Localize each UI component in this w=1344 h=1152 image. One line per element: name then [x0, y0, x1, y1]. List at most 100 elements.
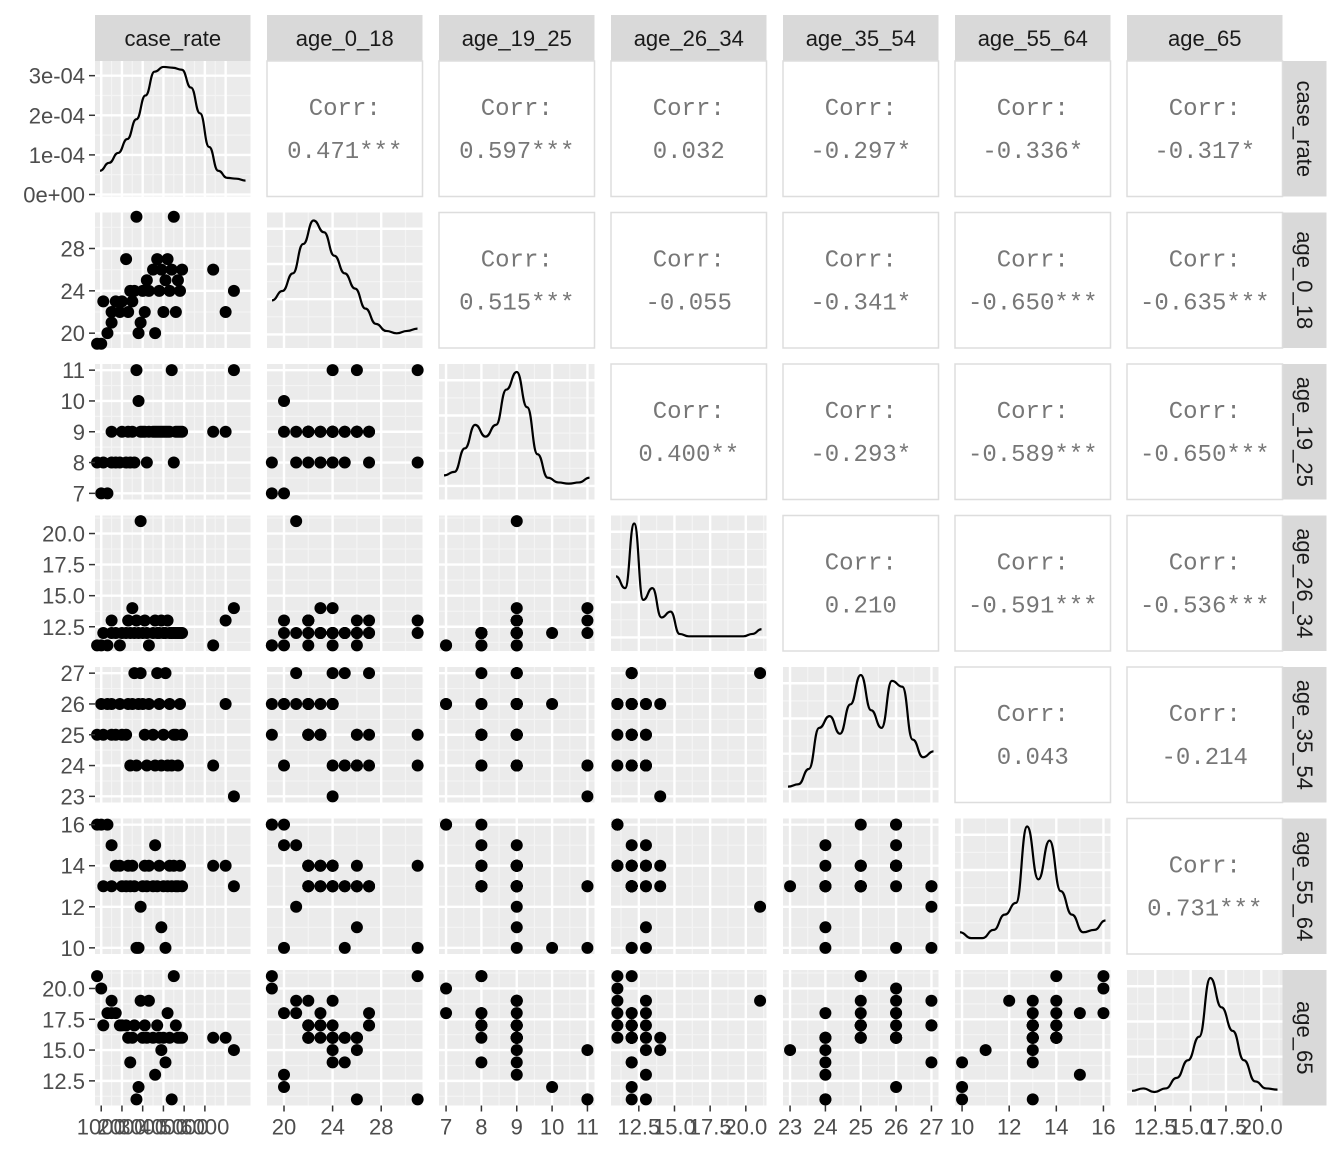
scatter-point [475, 626, 488, 639]
scatter-point [475, 880, 488, 893]
density-curve [959, 825, 1106, 940]
correlation-panel [1126, 514, 1284, 652]
scatter-point [510, 728, 523, 741]
scatter-point [411, 1093, 424, 1106]
scatter-point [1026, 994, 1039, 1007]
scatter-point [97, 1019, 110, 1032]
scatter-point [265, 982, 278, 995]
row-strip-age_55_64 [1282, 818, 1327, 954]
x-tick-label: 28 [369, 1115, 393, 1140]
scatter-point [105, 316, 118, 329]
scatter-point [639, 994, 652, 1007]
scatter-point [363, 1007, 376, 1020]
scatter-point [290, 697, 303, 710]
correlation-label: Corr: [653, 248, 725, 275]
correlation-value: -0.536*** [1140, 594, 1270, 621]
scatter-point [326, 667, 339, 680]
scatter-point [122, 614, 135, 627]
scatter-point [130, 364, 143, 377]
scatter-point [132, 327, 145, 340]
y-tick-label: 17.5 [42, 1007, 85, 1032]
scatter-point [625, 880, 638, 893]
column-strip-label: age_55_64 [978, 26, 1088, 51]
scatter-point [153, 284, 166, 297]
scatter-point [475, 1007, 488, 1020]
panel-background [611, 515, 767, 651]
x-tick-label: 16 [1091, 1115, 1115, 1140]
scatter-point [475, 970, 488, 983]
row-strip-label: age_65 [1292, 1001, 1317, 1074]
scatter-point [138, 1019, 151, 1032]
x-tick-label: 23 [778, 1115, 802, 1140]
scatter-point [338, 456, 351, 469]
x-tick-label: 3000 [118, 1115, 167, 1140]
scatter-point [157, 728, 170, 741]
scatter-point [754, 994, 767, 1007]
correlation-panel [782, 60, 940, 198]
scatter-point [227, 1044, 240, 1057]
scatter-point [278, 639, 291, 652]
scatter-point [338, 941, 351, 954]
scatter-point [163, 697, 176, 710]
scatter-point [130, 210, 143, 223]
scatter-point [278, 1007, 291, 1020]
scatter-point [227, 602, 240, 615]
scatter-point [819, 1007, 832, 1020]
correlation-value: -0.293* [810, 442, 911, 469]
scatter-point [167, 456, 180, 469]
y-tick-label: 0e+00 [23, 183, 85, 208]
correlation-value: -0.341* [810, 291, 911, 318]
scatter-point [142, 697, 155, 710]
row-strip-label: age_35_54 [1292, 680, 1317, 790]
correlation-label: Corr: [653, 96, 725, 123]
scatter-point [819, 839, 832, 852]
scatter-point [350, 614, 363, 627]
scatter-point [159, 1056, 172, 1069]
scatter-point [101, 639, 114, 652]
density-curve [1131, 976, 1278, 1094]
y-tick-label: 15.0 [42, 1038, 85, 1063]
scatter-point [475, 1019, 488, 1032]
correlation-panel [1126, 60, 1284, 198]
y-tick-label: 10 [61, 936, 85, 961]
scatter-point [302, 456, 315, 469]
row-strip-label: age_0_18 [1292, 231, 1317, 329]
scatter-point [101, 487, 114, 500]
scatter-point [411, 759, 424, 772]
correlation-label: Corr: [653, 399, 725, 426]
y-tick-label: 8 [73, 451, 85, 476]
scatter-point [784, 880, 797, 893]
scatter-point [890, 1007, 903, 1020]
scatter-point [639, 1068, 652, 1081]
scatter-point [302, 1019, 315, 1032]
correlation-label: Corr: [997, 551, 1069, 578]
scatter-point [302, 614, 315, 627]
scatter-point [475, 728, 488, 741]
scatter-point [510, 941, 523, 954]
scatter-point [167, 210, 180, 223]
scatter-point [265, 456, 278, 469]
x-tick-label: 17.5 [689, 1115, 732, 1140]
scatter-point [363, 667, 376, 680]
scatter-point [625, 1056, 638, 1069]
scatter-point [639, 697, 652, 710]
scatter-point [314, 626, 327, 639]
scatter-point [581, 626, 594, 639]
scatter-point [105, 697, 118, 710]
scatter-point [654, 880, 667, 893]
y-tick-label: 23 [61, 784, 85, 809]
y-tick-label: 12.5 [42, 615, 85, 640]
scatter-point [165, 1093, 178, 1106]
scatter-point [278, 839, 291, 852]
scatter-point [350, 880, 363, 893]
scatter-point [510, 515, 523, 528]
correlation-label: Corr: [1169, 248, 1241, 275]
scatter-point [639, 1019, 652, 1032]
correlation-label: Corr: [825, 399, 897, 426]
x-tick-label: 17.5 [1205, 1115, 1248, 1140]
scatter-point [510, 759, 523, 772]
scatter-point [138, 306, 151, 319]
y-tick-label: 12.5 [42, 1069, 85, 1094]
scatter-point [639, 759, 652, 772]
panel-background [1127, 970, 1283, 1106]
